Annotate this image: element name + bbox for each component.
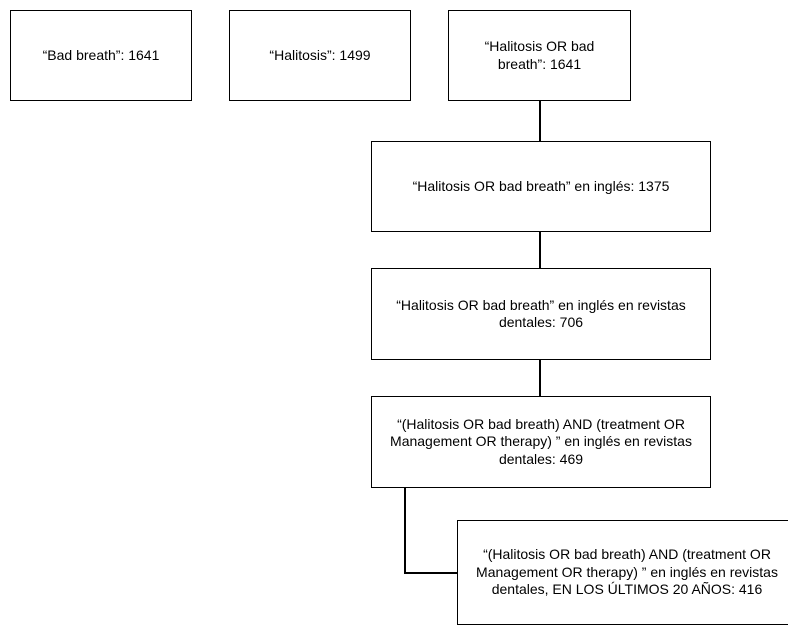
box-dental-journals: “Halitosis OR bad breath” en inglés en r…: [371, 268, 711, 360]
box-bad-breath-label: “Bad breath”: 1641: [42, 46, 160, 63]
box-dental-journals-label: “Halitosis OR bad breath” en inglés en r…: [396, 296, 686, 331]
connector-4-vertical: [404, 488, 406, 573]
box-halitosis: “Halitosis”: 1499: [229, 10, 411, 101]
box-treatment-label: “(Halitosis OR bad breath) AND (treatmen…: [390, 415, 692, 467]
connector-3: [539, 360, 541, 396]
box-treatment: “(Halitosis OR bad breath) AND (treatmen…: [371, 396, 711, 488]
box-bad-breath: “Bad breath”: 1641: [10, 10, 192, 101]
box-halitosis-or-bad-breath-label: “Halitosis OR bad breath”: 1641: [484, 38, 595, 72]
box-english-label: “Halitosis OR bad breath” en inglés: 137…: [412, 177, 670, 194]
box-last-20-years: “(Halitosis OR bad breath) AND (treatmen…: [457, 520, 788, 625]
connector-4-horizontal: [404, 572, 458, 574]
box-last-20-years-label: “(Halitosis OR bad breath) AND (treatmen…: [476, 546, 778, 598]
connector-2: [539, 232, 541, 268]
box-halitosis-or-bad-breath: “Halitosis OR bad breath”: 1641: [448, 10, 631, 101]
box-english: “Halitosis OR bad breath” en inglés: 137…: [371, 141, 711, 232]
connector-1: [539, 101, 541, 141]
box-halitosis-label: “Halitosis”: 1499: [269, 46, 371, 63]
